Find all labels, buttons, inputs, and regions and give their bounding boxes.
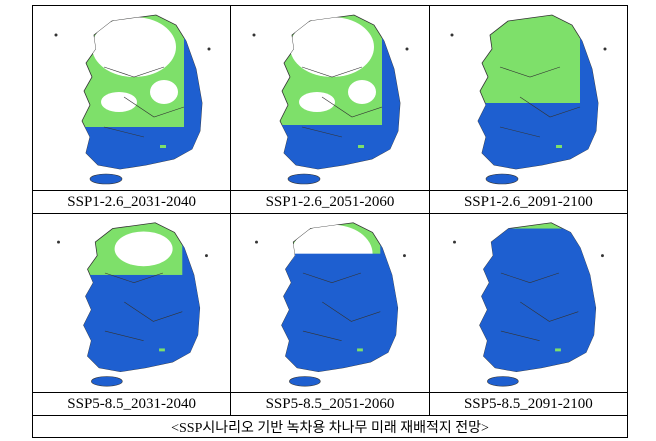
map-cell [31, 213, 232, 393]
map [255, 222, 406, 387]
panel-label: SSP5-8.5_2051-2060 [230, 392, 430, 416]
map [453, 222, 605, 387]
map-cell [428, 213, 629, 393]
figure-table: SSP1-2.6_2031-2040 SSP1-2.6_2051-2060 SS… [31, 5, 629, 438]
map-cell [230, 5, 430, 191]
map-cell [230, 213, 430, 393]
panel-label: SSP5-8.5_2031-2040 [31, 392, 232, 416]
map [56, 222, 208, 387]
map-cell [428, 5, 629, 191]
figure-caption: <SSP시나리오 기반 녹차용 차나무 미래 재배적지 전망> [32, 415, 628, 438]
panel-label: SSP1-2.6_2051-2060 [230, 190, 430, 214]
panel-label: SSP1-2.6_2031-2040 [31, 190, 232, 214]
map [252, 14, 409, 185]
map-cell [31, 5, 232, 191]
panel-label: SSP5-8.5_2091-2100 [428, 392, 629, 416]
panel-label: SSP1-2.6_2091-2100 [428, 190, 629, 214]
map [450, 14, 607, 185]
map [54, 14, 211, 185]
